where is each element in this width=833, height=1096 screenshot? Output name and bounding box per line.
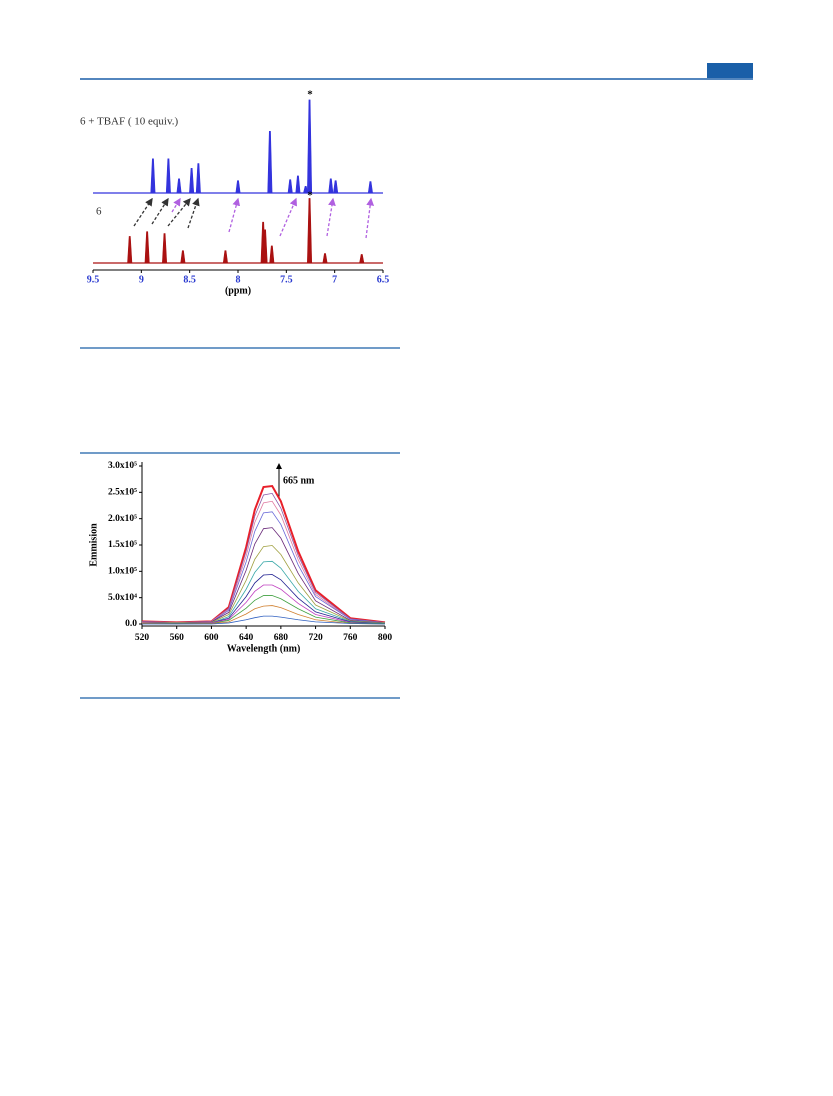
peak <box>150 158 156 194</box>
annotation: * <box>307 89 313 101</box>
peak <box>287 179 293 194</box>
emission-curve <box>141 500 386 624</box>
y-tick-label: 2.5x10⁵ <box>108 488 137 498</box>
x-tick-label: 760 <box>343 633 358 643</box>
peak <box>180 250 186 264</box>
annotation: 665 nm <box>283 475 315 486</box>
emission-curve <box>141 560 386 624</box>
shift-arrows <box>133 197 375 239</box>
y-tick-label: 3.0x10⁵ <box>108 461 137 471</box>
peak <box>322 253 328 264</box>
x-tick-label: 8 <box>236 274 241 285</box>
x-axis-label: (ppm) <box>225 285 251 296</box>
x-tick-label: 680 <box>274 633 289 643</box>
y-tick-label: 5.0x10⁴ <box>108 593 137 603</box>
y-tick-label: 0.0 <box>125 619 137 629</box>
peak <box>307 198 313 264</box>
peak <box>195 163 201 194</box>
header-tab <box>707 63 753 78</box>
series-label: 6 + TBAF ( 10 equiv.) <box>80 116 179 128</box>
x-tick-label: 560 <box>170 633 185 643</box>
peak <box>333 180 339 194</box>
emission-curve <box>141 605 386 625</box>
x-tick-label: 520 <box>135 633 150 643</box>
peak <box>359 254 365 264</box>
series-label: 6 <box>96 206 102 218</box>
x-tick-label: 7.5 <box>280 274 293 285</box>
x-tick-label: 8.5 <box>183 274 196 285</box>
peak <box>262 229 268 264</box>
peak <box>303 186 309 194</box>
x-tick-label: 600 <box>204 633 219 643</box>
x-tick-label: 800 <box>378 633 393 643</box>
peak <box>127 236 133 264</box>
x-tick-label: 9 <box>139 274 144 285</box>
peak <box>367 181 373 194</box>
x-tick-label: 640 <box>239 633 254 643</box>
peak <box>189 168 195 194</box>
x-tick-label: 6.5 <box>377 274 390 285</box>
peak <box>235 180 241 194</box>
x-tick-label: 9.5 <box>87 274 100 285</box>
peak <box>176 178 182 194</box>
peak <box>295 175 301 194</box>
peak <box>307 99 313 194</box>
emission-curve <box>141 545 386 624</box>
x-axis-label: Wavelength (nm) <box>227 643 301 654</box>
peak <box>267 130 273 194</box>
peak <box>162 233 168 264</box>
emission-curve <box>141 484 386 624</box>
peak <box>269 245 275 264</box>
x-tick-label: 7 <box>332 274 337 285</box>
y-tick-label: 1.0x10⁵ <box>108 567 137 577</box>
y-tick-label: 1.5x10⁵ <box>108 540 137 550</box>
x-tick-label: 720 <box>308 633 323 643</box>
y-axis-label: Emmision <box>88 523 99 567</box>
emission-curve <box>141 584 386 624</box>
emission-curve <box>141 527 386 624</box>
peak <box>328 178 334 194</box>
peak <box>144 231 150 264</box>
annotation: * <box>307 190 313 202</box>
peak <box>165 158 171 194</box>
y-tick-label: 2.0x10⁵ <box>108 514 137 524</box>
emission-curve <box>142 615 386 625</box>
peak <box>222 250 228 264</box>
